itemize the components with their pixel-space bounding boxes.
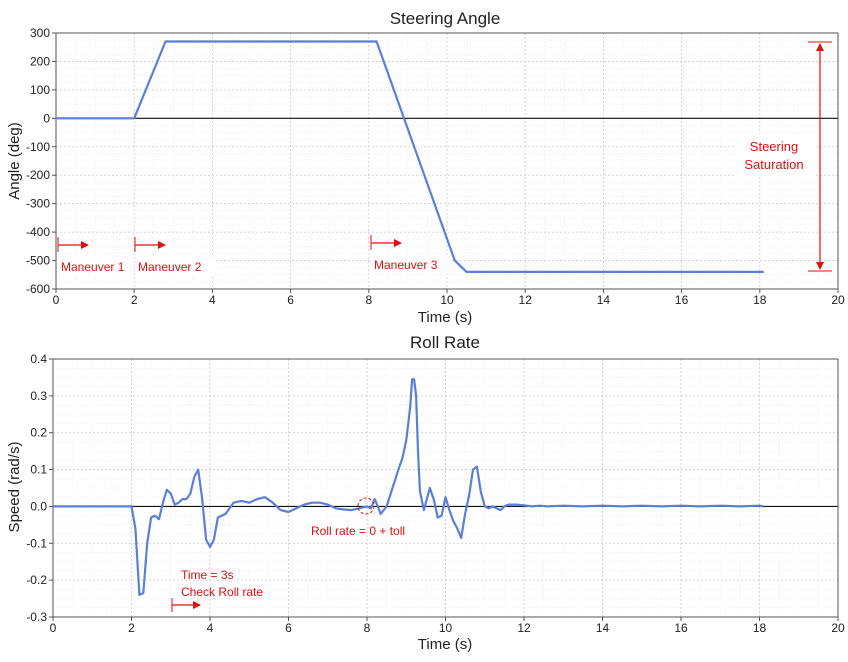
check-roll-rate-label: Check Roll rate	[181, 585, 263, 599]
roll-y-tick-label: -0.1	[26, 536, 47, 550]
steering-x-tick-label: 4	[209, 293, 216, 307]
roll-y-tick-label: 0.4	[30, 352, 47, 366]
steering-x-tick-label: 8	[365, 293, 372, 307]
steering-x-tick-label: 10	[440, 293, 454, 307]
steering-y-tick-label: 0	[43, 111, 50, 125]
maneuver-3-annotation: Maneuver 3	[370, 235, 450, 274]
steering-y-ticks: 300 200 100 0 -100 -200 -300 -400 -500 -600	[26, 26, 56, 296]
steering-y-tick-label: 100	[30, 83, 50, 97]
maneuver-3-label: Maneuver 3	[374, 258, 438, 272]
roll-x-tick-label: 18	[753, 621, 767, 635]
time-3s-label: Time = 3s	[181, 568, 234, 582]
maneuver-2-annotation: Maneuver 2	[134, 237, 215, 276]
maneuver-1-label-bg	[57, 258, 134, 276]
steering-x-tick-label: 20	[831, 293, 845, 307]
roll-y-tick-label: 0.2	[30, 426, 47, 440]
roll-x-tick-label: 16	[674, 621, 688, 635]
steering-x-tick-label: 6	[287, 293, 294, 307]
steering-y-axis-label: Angle (deg)	[6, 122, 23, 200]
time-3s-annotation: Time = 3s Check Roll rate	[171, 568, 263, 612]
roll-x-tick-label: 14	[596, 621, 610, 635]
maneuver-1-annotation: Maneuver 1	[57, 237, 134, 276]
roll-x-tick-label: 0	[50, 621, 57, 635]
roll-y-tick-label: 0.3	[30, 389, 47, 403]
roll-y-tick-label: -0.3	[26, 610, 47, 624]
roll-rate-chart: 0.4 0.3 0.2 0.1 0.0 -0.1 -0.2 -0.3 0 2 4 6 8 10 12 14 1…	[6, 333, 845, 653]
roll-x-tick-label: 12	[517, 621, 531, 635]
steering-y-tick-label: -500	[26, 254, 50, 268]
maneuver-1-label: Maneuver 1	[61, 260, 125, 274]
roll-x-ticks: 0 2 4 6 8 10 12 14 16 18 20	[50, 617, 845, 635]
roll-y-tick-label: 0.0	[30, 499, 47, 513]
roll-chart-title: Roll Rate	[410, 333, 480, 352]
roll-y-axis-label: Speed (rad/s)	[6, 442, 23, 533]
steering-y-tick-label: -300	[26, 197, 50, 211]
roll-rate-zero-circle	[357, 497, 375, 515]
steering-y-tick-label: -400	[26, 225, 50, 239]
steering-x-tick-label: 18	[753, 293, 767, 307]
roll-x-axis-label: Time (s)	[418, 636, 472, 653]
steering-y-tick-label: -100	[26, 140, 50, 154]
roll-rate-series-line	[53, 378, 764, 596]
roll-y-tick-label: 0.1	[30, 463, 47, 477]
steering-x-tick-label: 0	[53, 293, 60, 307]
steering-angle-series-line	[56, 40, 764, 273]
roll-grid	[52, 358, 839, 618]
steering-chart-title: Steering Angle	[390, 9, 501, 28]
roll-x-tick-label: 10	[439, 621, 453, 635]
saturation-label-bg	[735, 134, 815, 176]
roll-x-tick-label: 2	[128, 621, 135, 635]
saturation-label-line-2: Saturation	[744, 157, 803, 172]
steering-x-tick-label: 2	[131, 293, 138, 307]
maneuver-2-label: Maneuver 2	[138, 260, 202, 274]
steering-x-ticks: 0 2 4 6 8 10 12 14 16 18 20	[53, 289, 845, 307]
steering-y-tick-label: 200	[30, 54, 50, 68]
steering-grid	[55, 32, 839, 290]
roll-x-tick-label: 4	[207, 621, 214, 635]
steering-saturation-annotation: Steering Saturation	[735, 41, 832, 272]
roll-x-tick-label: 8	[364, 621, 371, 635]
steering-angle-chart: 300 200 100 0 -100 -200 -300 -400 -500 -600 0 2 4 6 8…	[6, 9, 845, 326]
steering-x-tick-label: 16	[675, 293, 689, 307]
maneuver-2-label-bg	[135, 258, 215, 276]
steering-x-tick-label: 12	[519, 293, 533, 307]
steering-y-tick-label: -200	[26, 168, 50, 182]
steering-x-tick-label: 14	[597, 293, 611, 307]
steering-y-tick-label: 300	[30, 26, 50, 40]
roll-x-tick-label: 20	[831, 621, 845, 635]
steering-x-axis-label: Time (s)	[418, 309, 472, 326]
roll-y-ticks: 0.4 0.3 0.2 0.1 0.0 -0.1 -0.2 -0.3	[26, 352, 53, 624]
saturation-label-line-1: Steering	[750, 139, 798, 154]
roll-rate-zero-annotation: Roll rate = 0 + toll	[311, 497, 405, 538]
steering-y-tick-label: -600	[26, 282, 50, 296]
maneuver-3-label-bg	[370, 256, 450, 274]
roll-x-tick-label: 6	[285, 621, 292, 635]
roll-y-tick-label: -0.2	[26, 573, 47, 587]
roll-rate-zero-label: Roll rate = 0 + toll	[311, 524, 405, 538]
